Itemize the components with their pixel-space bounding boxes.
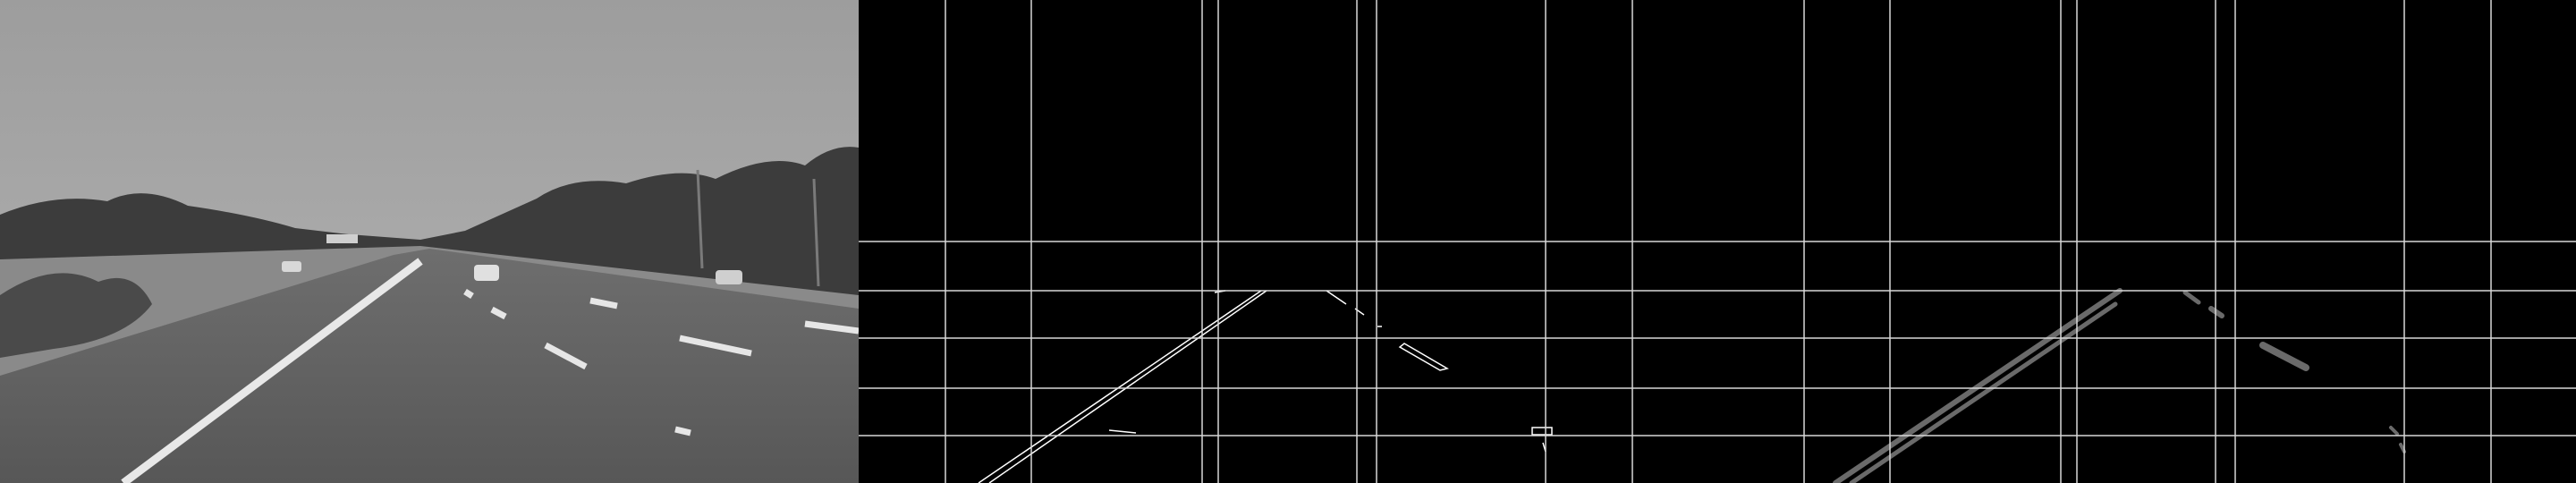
sign — [326, 234, 358, 243]
edge — [1398, 343, 1449, 371]
car — [474, 265, 499, 281]
hough-line — [2389, 426, 2399, 436]
dash — [679, 335, 752, 357]
hough-line — [2259, 342, 2309, 371]
dashed-lane-lines — [463, 289, 860, 436]
hough-line — [1833, 288, 2123, 483]
bushes — [0, 273, 152, 358]
hough-line — [1849, 301, 2118, 483]
photo-panel — [0, 0, 860, 483]
grid-vertical — [945, 0, 2492, 483]
edge — [1108, 429, 1137, 434]
grid — [859, 0, 2576, 483]
car — [282, 261, 301, 272]
dash — [674, 426, 691, 436]
edge — [978, 290, 1262, 483]
road — [0, 249, 859, 483]
hough-line — [2208, 306, 2224, 318]
car — [716, 270, 742, 284]
dash — [544, 342, 588, 370]
grid-horizontal — [859, 241, 2576, 436]
dash — [804, 320, 860, 335]
dash — [589, 297, 618, 309]
solid-lane-line — [121, 258, 423, 483]
hough-line — [2182, 290, 2201, 305]
edge — [988, 290, 1267, 483]
dash — [463, 289, 474, 299]
poles — [696, 169, 820, 287]
hough-lines — [1833, 288, 2406, 483]
dash — [490, 306, 507, 320]
